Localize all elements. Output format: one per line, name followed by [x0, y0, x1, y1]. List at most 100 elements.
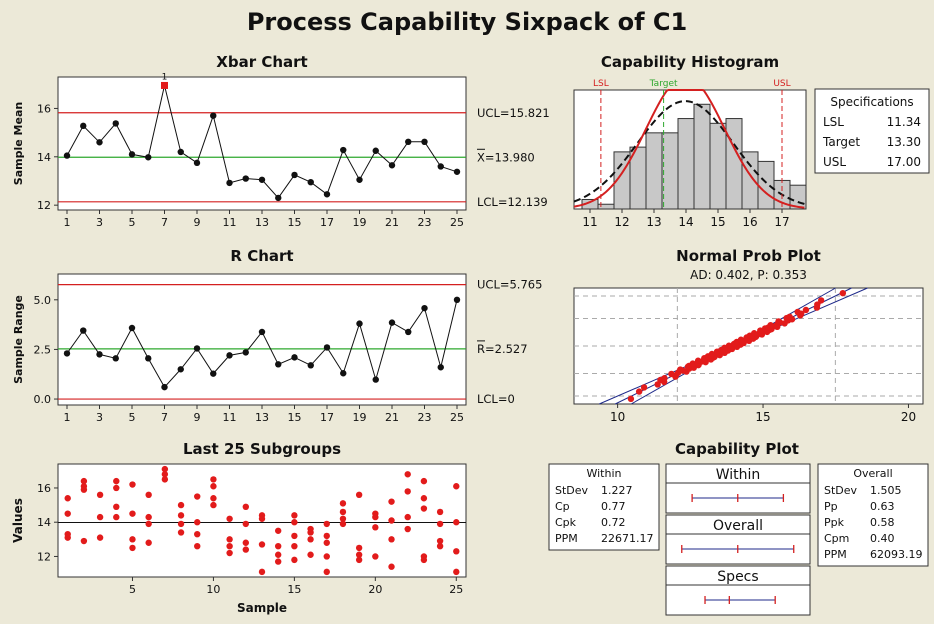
plot-area [57, 273, 467, 406]
y-axis-label: Sample Range [12, 295, 25, 384]
stat-value: 0.63 [870, 500, 895, 513]
data-point [275, 194, 282, 202]
data-point [194, 493, 201, 500]
data-point [226, 536, 233, 543]
data-point [96, 351, 103, 358]
data-point [421, 138, 428, 146]
data-point [129, 510, 136, 517]
chart-subtitle: AD: 0.402, P: 0.353 [690, 268, 807, 282]
histogram-bar [709, 122, 727, 210]
data-point [274, 527, 282, 534]
x-tick-label: 3 [96, 216, 103, 229]
data-point [405, 328, 412, 336]
lsl-label: LSL [593, 79, 609, 89]
chart-title: Capability Histogram [601, 53, 779, 71]
prob-point [677, 366, 684, 373]
data-point [226, 549, 233, 557]
within-stats-box-title: Within [586, 467, 621, 480]
data-point [307, 362, 314, 369]
data-point [145, 491, 152, 499]
y-tick-label: 14 [37, 151, 51, 164]
data-point [161, 383, 168, 391]
data-point [80, 477, 88, 485]
plot-area [57, 76, 467, 211]
x-tick-label: 17 [320, 216, 334, 229]
stat-label: Ppk [824, 516, 845, 529]
data-point [63, 152, 71, 159]
x-tick-label: 20 [368, 583, 382, 596]
data-point [258, 541, 266, 548]
data-point [194, 542, 201, 550]
lcl-label: LCL=12.139 [477, 195, 548, 209]
data-point [226, 515, 233, 522]
stat-value: 0.77 [601, 500, 626, 513]
prob-point [737, 336, 745, 343]
data-point [96, 139, 103, 146]
stat-label: Cpk [555, 516, 577, 529]
data-point [388, 536, 395, 543]
y-tick-label: 12 [37, 199, 51, 212]
data-point [307, 529, 314, 536]
data-point [274, 558, 282, 565]
data-point [323, 553, 330, 560]
data-point [161, 471, 169, 478]
x-tick-label: 5 [129, 411, 136, 424]
ucl-label: UCL=5.765 [477, 278, 542, 292]
out-of-control-point [161, 81, 168, 89]
data-point [340, 146, 347, 154]
y-tick-label: 16 [37, 482, 51, 495]
lcl-label: LCL=0 [477, 392, 515, 406]
prob-point [694, 357, 702, 364]
data-point [356, 176, 363, 183]
data-point [129, 481, 136, 488]
data-point [177, 501, 185, 509]
data-point [436, 537, 444, 545]
prob-point [794, 308, 801, 316]
y-tick-label: 2.5 [34, 343, 52, 356]
prob-point [708, 350, 716, 358]
data-point [64, 510, 71, 517]
data-point [161, 465, 169, 473]
overall-stats-box-title: Overall [853, 467, 892, 480]
x-tick-label: 20 [901, 410, 916, 424]
data-point [404, 471, 411, 478]
prob-point [814, 301, 821, 308]
stat-label: PPM [824, 548, 847, 561]
data-point [274, 551, 282, 558]
data-point [112, 120, 119, 127]
data-point [193, 159, 201, 167]
page-title: Process Capability Sixpack of C1 [246, 8, 688, 36]
spec-label: LSL [823, 115, 844, 129]
data-point [307, 536, 314, 543]
x-tick-label: 1 [64, 216, 71, 229]
data-point [453, 168, 461, 175]
chart-title: Last 25 Subgroups [183, 440, 341, 458]
overall-panel-label: Overall [713, 518, 763, 534]
prob-point [640, 384, 648, 391]
data-point [355, 491, 363, 499]
data-point [113, 503, 120, 511]
data-point [226, 542, 233, 550]
data-point [113, 484, 120, 492]
data-point [96, 534, 104, 541]
overall-panel [665, 514, 811, 565]
data-point [436, 520, 444, 528]
specs-panel-label: Specs [717, 569, 758, 585]
data-point [194, 530, 201, 538]
histogram-bar [693, 103, 711, 210]
data-point [372, 513, 379, 521]
stat-value: 1.505 [870, 484, 902, 497]
data-point [210, 370, 217, 377]
y-axis-label: Values [11, 498, 25, 543]
x-tick-label: 7 [161, 411, 168, 424]
data-point [145, 513, 152, 521]
data-point [145, 355, 152, 362]
data-point [63, 350, 71, 357]
data-point [145, 154, 152, 161]
x-tick-label: 13 [255, 216, 269, 229]
x-tick-label: 19 [353, 411, 367, 424]
within-panel [665, 463, 811, 514]
spec-label: USL [823, 155, 846, 169]
histogram-bar [741, 151, 759, 210]
histogram-bar [677, 118, 695, 210]
